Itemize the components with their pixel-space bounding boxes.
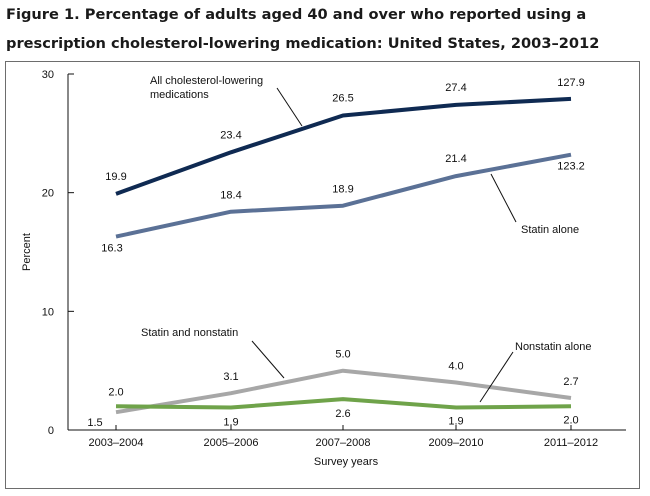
data-label-statin-nonstatin: 5.0 <box>335 349 350 361</box>
leader-line-nonstatin-alone <box>479 351 514 403</box>
chart-frame <box>5 61 640 489</box>
series-line-statin-nonstatin <box>115 368 572 415</box>
y-tick-label: 20 <box>42 188 54 200</box>
leader-line-statin-alone <box>490 173 517 223</box>
data-label-nonstatin-alone: 2.0 <box>563 414 578 426</box>
series-name-all-line-2: medications <box>150 89 209 101</box>
x-tick-label: 2003–2004 <box>88 437 143 449</box>
x-axis-label: Survey years <box>314 456 379 468</box>
data-label-all: 127.9 <box>557 77 585 89</box>
x-tick-label: 2009–2010 <box>428 437 483 449</box>
data-label-nonstatin-alone: 1.9 <box>223 416 238 428</box>
data-label-statin-alone: 21.4 <box>445 153 466 165</box>
data-label-statin-alone: 16.3 <box>101 243 122 255</box>
series-line-all <box>115 96 572 196</box>
y-tick-label: 0 <box>48 425 54 437</box>
series-line-nonstatin-alone <box>115 397 572 410</box>
x-tick-label: 2007–2008 <box>315 437 370 449</box>
series-name-statin-nonstatin: Statin and nonstatin <box>141 327 238 339</box>
leader-line-statin-nonstatin <box>251 340 285 379</box>
series-name-all-line-1: All cholesterol-lowering <box>150 75 263 87</box>
y-axis-label: Percent <box>21 233 33 271</box>
series-line-statin-alone <box>115 152 572 239</box>
data-label-statin-alone: 123.2 <box>557 161 585 173</box>
figure-title-line-1: Figure 1. Percentage of adults aged 40 a… <box>6 6 587 23</box>
data-label-all: 26.5 <box>332 93 353 105</box>
x-tick-label: 2005–2006 <box>203 437 258 449</box>
data-label-statin-nonstatin: 2.7 <box>563 376 578 388</box>
data-label-all: 27.4 <box>445 82 466 94</box>
y-tick-label: 10 <box>42 306 54 318</box>
series-name-nonstatin-alone: Nonstatin alone <box>515 341 591 353</box>
data-label-statin-alone: 18.4 <box>220 190 241 202</box>
data-label-statin-nonstatin: 1.5 <box>87 417 102 429</box>
data-label-statin-nonstatin: 4.0 <box>448 361 463 373</box>
data-label-nonstatin-alone: 2.0 <box>108 386 123 398</box>
data-label-statin-alone: 18.9 <box>332 184 353 196</box>
series-name-statin-alone: Statin alone <box>521 224 579 236</box>
figure-title-line-2: prescription cholesterol-lowering medica… <box>6 35 600 52</box>
data-label-all: 23.4 <box>220 129 241 141</box>
data-label-statin-nonstatin: 3.1 <box>223 371 238 383</box>
x-tick-label: 2011–2012 <box>544 437 598 449</box>
y-tick-label: 30 <box>42 69 54 81</box>
data-label-all: 19.9 <box>105 171 126 183</box>
data-label-nonstatin-alone: 1.9 <box>448 415 463 427</box>
data-label-nonstatin-alone: 2.6 <box>335 408 350 420</box>
figure-title: Figure 1. Percentage of adults aged 40 a… <box>6 0 646 58</box>
leader-line-all <box>276 87 303 127</box>
